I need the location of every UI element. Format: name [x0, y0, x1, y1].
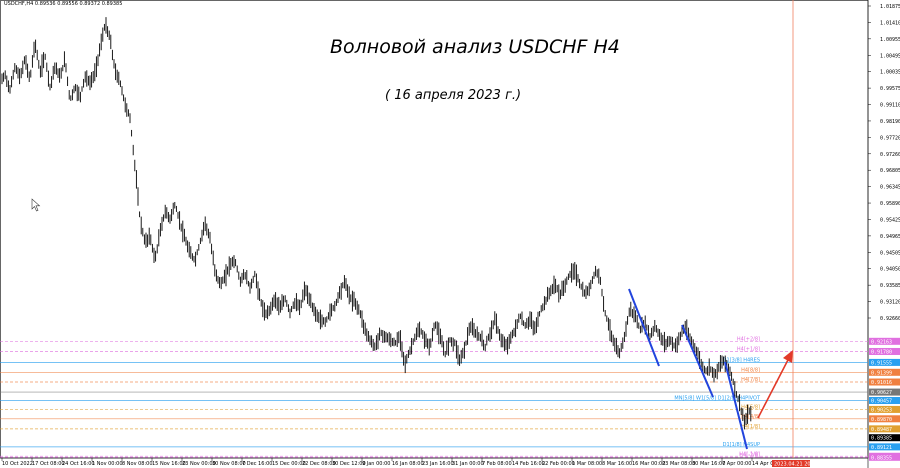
level-price-text: 0.92163 — [871, 339, 892, 345]
level-price-tag — [869, 347, 900, 355]
current-price-tag — [869, 434, 900, 442]
price-tick-label: 0.94965 — [880, 234, 900, 240]
level-label: H4[+2/8] — [737, 336, 760, 342]
price-tick-label: 0.98190 — [880, 119, 900, 125]
now-time-text: 2023.04.21 20:00 — [774, 462, 819, 468]
level-price-text: 0.88355 — [871, 455, 892, 461]
time-tick-label: 16 Jan 08:00 — [392, 461, 424, 467]
level-price-text: 0.91780 — [871, 349, 892, 355]
time-tick-label: 15 Dec 00:00 — [272, 461, 306, 467]
analysis-date: ( 16 апреля 2023 г.) — [385, 88, 522, 103]
price-tick-label: 0.95425 — [880, 217, 900, 223]
price-tick-label: 1.00955 — [880, 37, 900, 43]
level-label: MN[5/8] W1[5/8] D1[2/8] H4PIVOT — [674, 396, 761, 402]
level-label: H4[7/8] — [741, 377, 760, 383]
level-label: D1[1/8] H4SUP — [723, 442, 760, 448]
level-price-tag — [869, 368, 900, 376]
level-price-tag — [869, 337, 900, 345]
price-tick-label: 1.00035 — [880, 70, 900, 76]
level-price-tag — [869, 358, 900, 366]
level-label: H4[8/8] — [741, 367, 760, 373]
wave-line-1 — [628, 288, 660, 367]
time-tick-label: 17 Oct 08:00 — [32, 461, 65, 467]
level-price-tag — [869, 453, 900, 461]
level-label: D1[3/8] H4RES — [723, 357, 760, 363]
forecast-arrow-shaft — [757, 355, 791, 419]
time-tick-label: 9 Jan 00:00 — [362, 461, 390, 467]
time-tick-label: 31 Jan 00:00 — [452, 461, 484, 467]
level-price-tag — [869, 415, 900, 423]
level-label: H4[-1/8] — [739, 451, 760, 457]
price-tick-label: 1.01410 — [880, 20, 900, 26]
level-price-tag — [869, 388, 900, 396]
price-tick-label: 1.00495 — [880, 53, 900, 59]
time-tick-label: 7 Feb 08:00 — [482, 461, 512, 467]
level-label: H4[-2/8] — [739, 452, 760, 458]
time-tick-label: 1 Nov 00:00 — [92, 461, 123, 467]
price-tick-label: 0.97720 — [880, 135, 900, 141]
level-label: H4[1/8] — [741, 424, 760, 430]
level-price-text: 0.89870 — [871, 417, 892, 423]
now-time-tag — [772, 460, 810, 467]
level-price-text: 0.91016 — [871, 380, 892, 386]
level-price-tag — [869, 405, 900, 413]
analysis-title: Волновой анализ USDCHF H4 — [330, 36, 620, 58]
time-tick-label: 14 Apr 08:00 — [752, 461, 785, 467]
time-tick-label: 30 Dec 12:00 — [332, 461, 366, 467]
level-price-text: 0.90627 — [871, 390, 892, 396]
time-tick-label: 30 Nov 08:00 — [212, 461, 246, 467]
level-price-text: 0.90253 — [871, 407, 892, 413]
time-tick-label: 15 Nov 16:00 — [152, 461, 186, 467]
price-tick-label: 0.97260 — [880, 152, 900, 158]
time-tick-label: 8 Nov 08:00 — [122, 461, 153, 467]
time-tick-label: 14 Feb 16:00 — [512, 461, 545, 467]
level-label: H4[+1/8] — [737, 346, 760, 352]
time-tick-label: 1 Mar 08:00 — [572, 461, 602, 467]
time-tick-label: 23 Jan 16:00 — [422, 461, 454, 467]
forecast-arrow-head — [783, 350, 793, 363]
level-price-tag — [869, 397, 900, 405]
price-tick-label: 0.96805 — [880, 168, 900, 174]
level-price-text: 0.89121 — [871, 445, 892, 451]
price-tick-label: 0.94505 — [880, 250, 900, 256]
wave-line-2 — [681, 324, 714, 398]
level-price-text: 0.90457 — [871, 399, 892, 405]
price-tick-label: 0.93120 — [880, 300, 900, 306]
time-tick-label: 22 Dec 08:00 — [302, 461, 336, 467]
time-tick-label: 22 Feb 00:00 — [542, 461, 575, 467]
level-price-tag — [869, 443, 900, 451]
level-price-text: 0.91555 — [871, 360, 892, 366]
plot-frame — [0, 0, 869, 459]
symbol-ohlc-info: USDCHF,H4 0.89536 0.89556 0.89372 0.8938… — [4, 1, 123, 7]
mouse-cursor-icon — [31, 198, 41, 212]
price-tick-label: 0.95890 — [880, 201, 900, 207]
wave-line-3 — [724, 361, 748, 450]
time-tick-label: 23 Nov 00:00 — [182, 461, 216, 467]
price-tick-label: 0.96345 — [880, 185, 900, 191]
price-tick-label: 0.92660 — [880, 316, 900, 322]
time-tick-label: 8 Mar 16:00 — [602, 461, 632, 467]
time-tick-label: 7 Apr 00:00 — [722, 461, 751, 467]
current-price-text: 0.89385 — [871, 436, 892, 442]
price-tick-label: 0.94050 — [880, 267, 900, 273]
level-price-text: 0.91399 — [871, 370, 892, 376]
time-tick-label: 7 Dec 16:00 — [242, 461, 272, 467]
time-tick-label: 16 Mar 00:00 — [632, 461, 665, 467]
level-price-text: 0.89487 — [871, 427, 892, 433]
price-tick-label: 1.01875 — [880, 4, 900, 10]
price-tick-label: 0.99575 — [880, 86, 900, 92]
price-tick-label: 0.93585 — [880, 283, 900, 289]
level-price-tag — [869, 425, 900, 433]
level-price-tag — [869, 378, 900, 386]
time-tick-label: 10 Oct 2022 — [2, 461, 33, 467]
time-tick-label: 23 Mar 08:00 — [662, 461, 695, 467]
time-tick-label: 24 Oct 16:00 — [62, 461, 95, 467]
time-tick-label: 30 Mar 16:00 — [692, 461, 725, 467]
price-tick-label: 0.99110 — [880, 103, 900, 109]
